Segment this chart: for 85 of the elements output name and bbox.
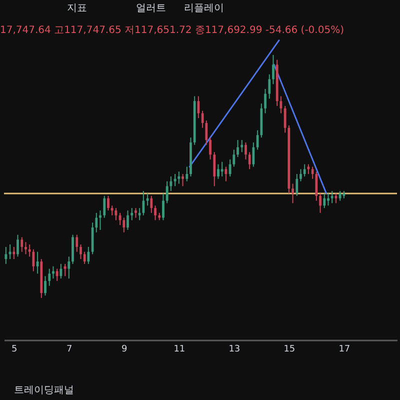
- candlestick: [130, 208, 134, 221]
- candlestick: [280, 96, 282, 114]
- candlestick: [60, 263, 62, 280]
- candlestick: [52, 266, 54, 280]
- candlestick: [16, 234, 19, 258]
- candlestick: [323, 192, 326, 209]
- candlestick: [292, 183, 294, 204]
- candlestick: [122, 217, 126, 233]
- candlestick: [20, 236, 24, 252]
- candlestick: [319, 192, 322, 214]
- candlestick: [48, 268, 51, 286]
- candlestick: [300, 168, 302, 182]
- candlestick: [330, 190, 334, 204]
- candlestick: [110, 205, 114, 216]
- candlestick: [296, 174, 298, 196]
- candlestick: [256, 130, 259, 150]
- candlestick: [87, 246, 90, 264]
- candlestick: [284, 105, 286, 134]
- candlestick: [4, 246, 8, 264]
- candlestick: [162, 192, 164, 221]
- candlestick: [272, 54, 274, 85]
- text: 트레이딩패널: [14, 385, 74, 396]
- x-tick-label: 9: [122, 344, 128, 354]
- candlestick: [252, 142, 255, 168]
- text: 리플레이: [184, 3, 224, 14]
- candlestick: [134, 208, 137, 218]
- candlestick: [268, 74, 271, 100]
- candlestick: [64, 263, 66, 277]
- candlestick: [186, 166, 188, 182]
- candlestick: [138, 208, 141, 221]
- candlestick: [142, 190, 145, 216]
- candlestick: [107, 195, 110, 211]
- candlestick: [307, 164, 310, 175]
- candlestick: [315, 171, 318, 202]
- candlestick: [68, 256, 70, 280]
- candlestick: [311, 166, 314, 180]
- candlestick: [217, 164, 220, 180]
- text: 17,747.64 고117,747.65 저117,651.72 종117,692.99 -54.66 (-0.05%): [0, 25, 344, 36]
- candlestick: [178, 171, 180, 184]
- candlestick: [114, 208, 118, 221]
- candlestick: [182, 174, 184, 187]
- x-tick-label: 15: [284, 344, 296, 354]
- x-tick-label: 7: [66, 344, 72, 354]
- candlestick: [205, 120, 208, 146]
- candlestick: [36, 251, 39, 274]
- candlestick: [224, 166, 228, 182]
- candlestick: [334, 192, 338, 204]
- candlestick: [83, 251, 86, 264]
- candlestick: [44, 276, 46, 296]
- candlestick: [220, 161, 224, 177]
- candlestick: [126, 210, 129, 230]
- candlestick: [232, 149, 236, 168]
- candlestick: [80, 244, 82, 260]
- candlestick: [201, 110, 204, 128]
- candlestick: [154, 205, 156, 221]
- candlestick: [24, 242, 27, 255]
- candlestick: [338, 190, 342, 202]
- candlestick: [213, 152, 216, 187]
- candlestick: [103, 195, 106, 218]
- candlestick: [244, 142, 247, 160]
- candlestick: [236, 139, 239, 158]
- x-tick-label: 17: [338, 344, 350, 354]
- candlestick: [56, 268, 58, 282]
- candlestick: [118, 212, 122, 226]
- x-tick-label: 11: [174, 344, 186, 354]
- candlestick: [95, 212, 98, 233]
- candlestick: [32, 248, 35, 272]
- candlestick: [248, 152, 251, 170]
- text: 지표: [67, 3, 87, 14]
- candlestick: [303, 164, 306, 177]
- text: 얼러트: [136, 3, 166, 14]
- candlestick: [170, 176, 172, 192]
- candlestick: [228, 158, 232, 177]
- candlestick: [166, 180, 168, 204]
- x-tick-label: 5: [12, 344, 18, 354]
- candlestick: [99, 210, 102, 230]
- candlestick: [209, 137, 212, 160]
- candlestick: [264, 88, 266, 114]
- candlestick: [150, 195, 153, 214]
- candlestick: [240, 139, 244, 153]
- candlestick: [174, 174, 176, 187]
- x-tick-label: 13: [228, 344, 240, 354]
- candlestick: [197, 96, 200, 119]
- candlestick: [76, 234, 78, 252]
- candlestick: [28, 244, 31, 258]
